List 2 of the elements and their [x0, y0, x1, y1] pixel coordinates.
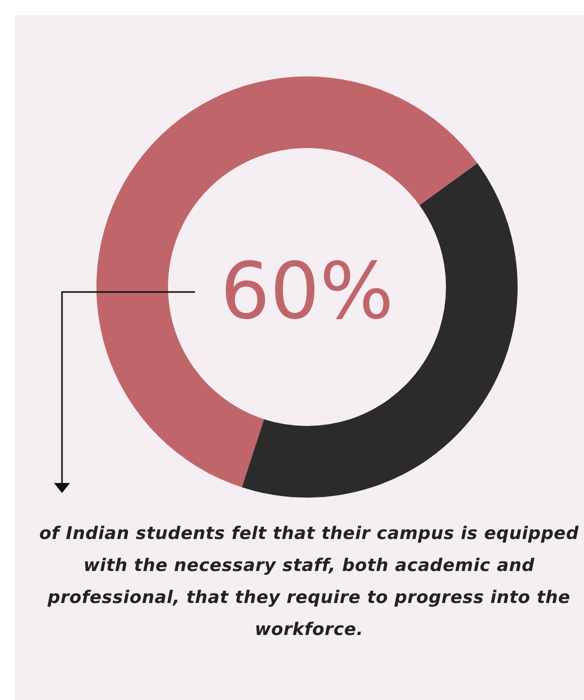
text: of Indian students felt that their campus is equipped with the necessary staff, both academic and professional, that they require to progress into the workforce.	[38, 523, 580, 642]
text: 60%	[219, 247, 395, 337]
